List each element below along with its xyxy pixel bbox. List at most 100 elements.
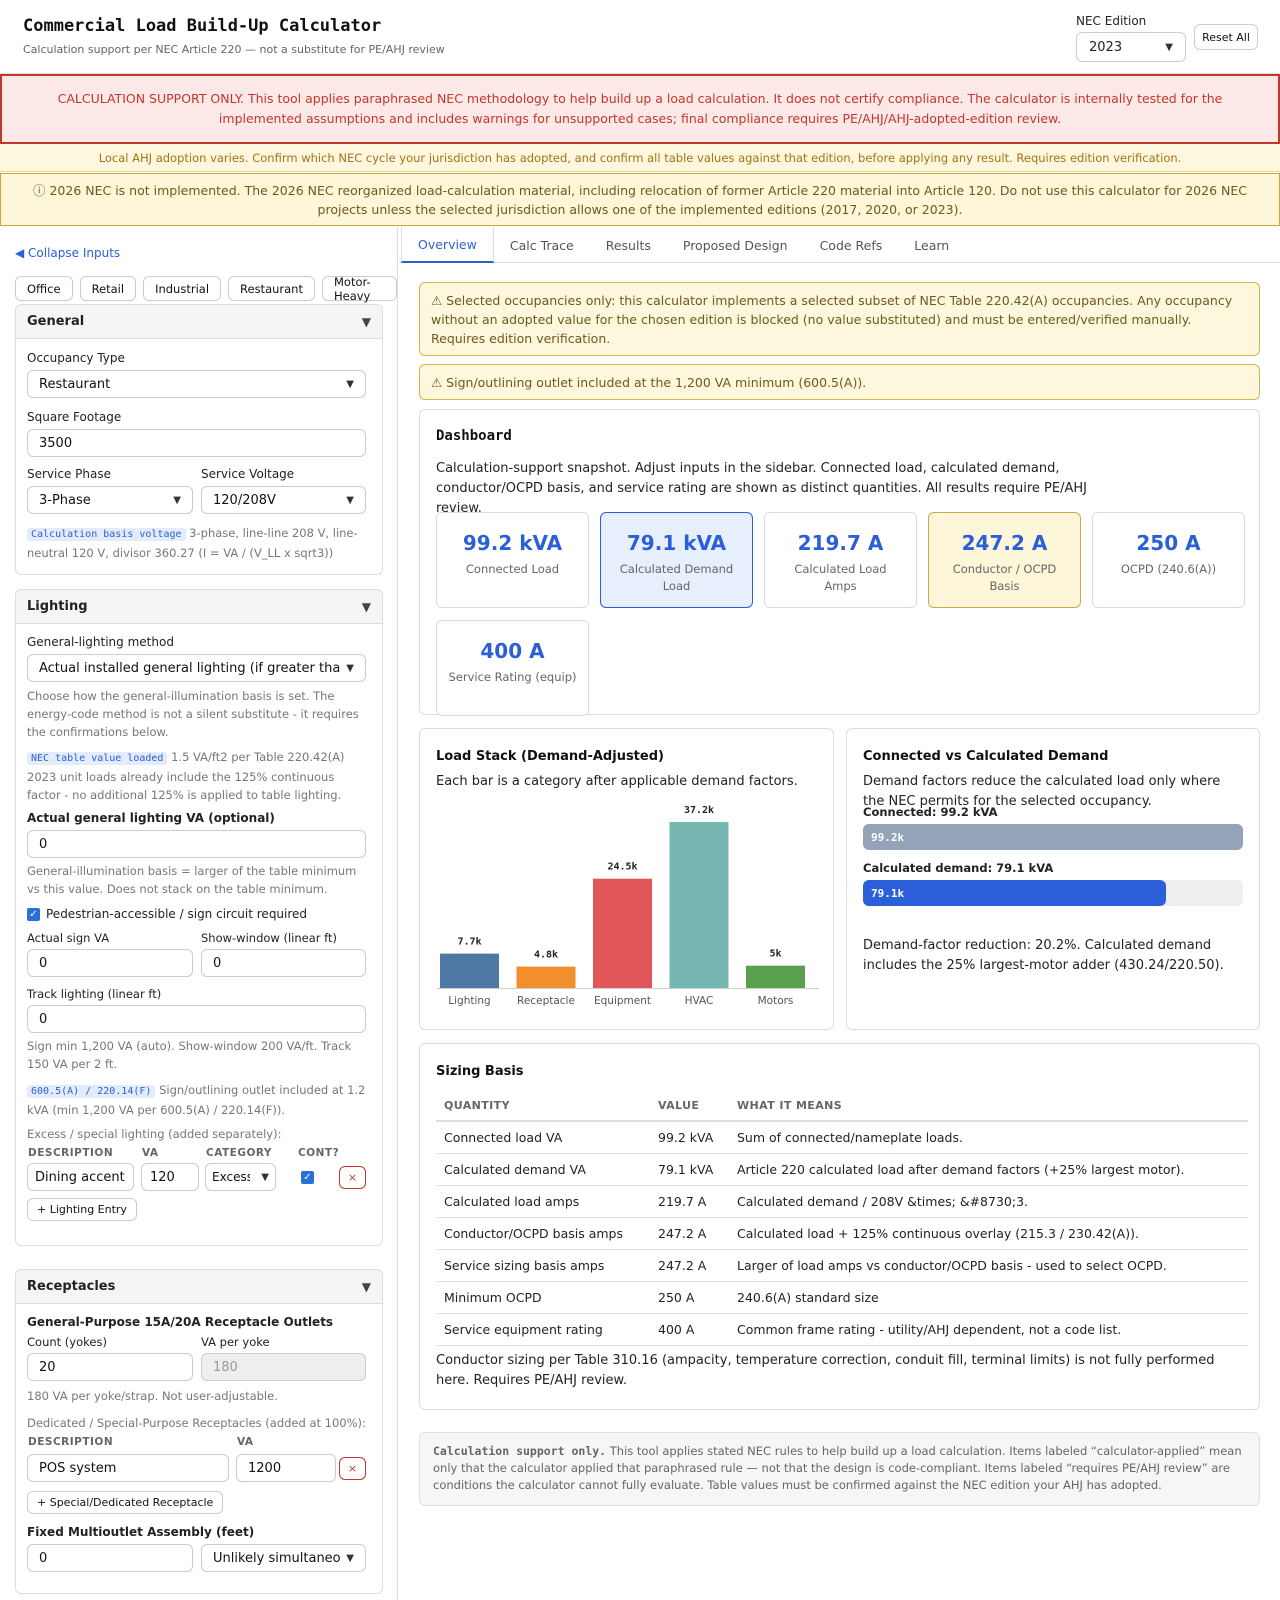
lighting-panel-header[interactable]: Lighting ▼ [16, 590, 382, 624]
meaning-cell: Sum of connected/nameplate loads. [729, 1121, 1248, 1154]
checkmark-icon[interactable]: ✓ [301, 1171, 314, 1184]
excess-description-input[interactable]: Dining accent [27, 1163, 134, 1191]
tab-calc-trace[interactable]: Calc Trace [509, 237, 574, 253]
footer-disclaimer-text: This tool applies stated NEC rules to he… [433, 1444, 1242, 1492]
preset-industrial-button[interactable]: Industrial [143, 276, 222, 301]
meaning-cell: Calculated load + 125% continuous overla… [729, 1217, 1248, 1250]
metric-caption: Calculated Load Amps [794, 562, 887, 593]
dedicated-va-value: 1200 [248, 1460, 282, 1476]
quantity-cell: Calculated demand VA [436, 1153, 650, 1186]
lighting-panel: Lighting ▼ General-lighting method Actua… [15, 589, 383, 1246]
service-phase-select[interactable]: 3-Phase ▼ [27, 486, 193, 514]
occupancy-type-select[interactable]: Restaurant ▼ [27, 370, 366, 398]
multioutlet-usage-select[interactable]: Unlikely simultaneo ▼ [201, 1544, 366, 1572]
tab-overview[interactable]: Overview [401, 227, 494, 263]
lighting-method-select[interactable]: Actual installed general lighting (if gr… [27, 654, 366, 682]
load-stack-chart: 7.7k Lighting 4.8k Receptacle 24.5k Equipment… [437, 805, 819, 1007]
multioutlet-feet-input[interactable]: 0 [27, 1544, 193, 1572]
count-yokes-input[interactable]: 20 [27, 1353, 193, 1381]
sign-va-input[interactable]: 0 [27, 949, 193, 977]
square-footage-value: 3500 [39, 435, 73, 451]
tab-results[interactable]: Results [605, 237, 651, 253]
footer-disclaimer-bold: Calculation support only. [433, 1444, 607, 1458]
meaning-cell: Common frame rating - utility/AHJ depend… [729, 1313, 1248, 1346]
actual-lighting-input[interactable]: 0 [27, 830, 366, 858]
sign-circuit-checkbox-row[interactable]: ✓ Pedestrian-accessible / sign circuit r… [27, 907, 307, 921]
dedicated-va-input[interactable]: 1200 [236, 1454, 336, 1482]
square-footage-input[interactable]: 3500 [27, 429, 366, 457]
bar-lighting [440, 953, 499, 988]
metric-ocpd: 250 A OCPD (240.6(A)) [1092, 512, 1245, 608]
excess-category-value: Excess [212, 1170, 250, 1184]
delete-lighting-entry-button[interactable]: × [339, 1166, 366, 1189]
service-voltage-select[interactable]: 120/208V ▼ [201, 486, 366, 514]
show-window-input[interactable]: 0 [201, 949, 366, 977]
chevron-down-icon: ▼ [346, 1552, 354, 1564]
bar-label: Connected: 99.2 kVA [863, 805, 998, 819]
tab-learn[interactable]: Learn [914, 237, 950, 253]
metric-connected-load: 99.2 kVA Connected Load [436, 512, 589, 608]
collapse-triangle-icon[interactable]: ▼ [361, 599, 371, 614]
excess-va-value: 120 [150, 1169, 175, 1185]
preset-office-button[interactable]: Office [15, 276, 73, 301]
collapse-triangle-icon[interactable]: ▼ [361, 314, 371, 329]
va-per-yoke-value: 180 [213, 1359, 238, 1375]
collapse-triangle-icon[interactable]: ▼ [361, 1279, 371, 1294]
add-dedicated-receptacle-button[interactable]: + Special/Dedicated Receptacle [27, 1491, 224, 1514]
metric-value: 79.1 kVA [626, 531, 727, 555]
continuous-checkbox[interactable]: ✓ [301, 1171, 314, 1184]
sizing-basis-title: Sizing Basis [436, 1064, 524, 1079]
app-subtitle: Calculation support per NEC Article 220 … [23, 43, 445, 56]
lighting-method-value: Actual installed general lighting (if gr… [39, 660, 341, 676]
general-panel-header[interactable]: General ▼ [16, 305, 382, 339]
bar-receptacle [516, 966, 576, 988]
excess-va-input[interactable]: 120 [141, 1163, 199, 1191]
delete-dedicated-entry-button[interactable]: × [339, 1457, 366, 1480]
excess-category-select[interactable]: Excess ▼ [205, 1163, 276, 1191]
meaning-cell: Calculated demand / 208V &times; &#8730;… [729, 1185, 1248, 1218]
dedicated-description-value: POS system [39, 1460, 117, 1476]
add-lighting-entry-button[interactable]: + Lighting Entry [27, 1198, 137, 1221]
sign-va-label: Actual sign VA [27, 931, 110, 945]
metric-conductor-ocpd-basis: 247.2 A Conductor / OCPD Basis [928, 512, 1081, 608]
calculated-demand-bar: 79.1k [863, 880, 1166, 906]
checkmark-icon[interactable]: ✓ [27, 907, 40, 921]
dedicated-description-input[interactable]: POS system [27, 1454, 229, 1482]
bar-value-label: 4.8k [534, 950, 558, 961]
nec-edition-select[interactable]: 2023 ▼ [1076, 32, 1186, 62]
nec-edition-value: 2023 [1089, 39, 1123, 55]
chevron-down-icon: ▼ [173, 494, 181, 506]
table-row: Service equipment rating 400 A Common fram… [436, 1313, 1248, 1346]
preset-retail-button[interactable]: Retail [79, 276, 137, 301]
meaning-cell: 240.6(A) standard size [729, 1281, 1248, 1314]
metric-value: 250 A [1136, 531, 1201, 555]
va-per-yoke-input: 180 [201, 1353, 366, 1381]
receptacles-panel-header[interactable]: Receptacles ▼ [16, 1270, 382, 1304]
tab-proposed-design[interactable]: Proposed Design [682, 237, 788, 253]
app-header: Commercial Load Build-Up Calculator Calc… [0, 0, 1280, 74]
lighting-method-hint: Choose how the general-illumination basi… [27, 689, 359, 739]
show-window-value: 0 [213, 955, 222, 971]
sign-outlet-tag: 600.5(A) / 220.14(F) [27, 1085, 156, 1098]
table-value-note: NEC table value loaded 1.5 VA/ft2 per Ta… [27, 748, 367, 804]
metric-calculated-demand: 79.1 kVA Calculated Demand Load [600, 512, 753, 608]
metric-service-rating: 400 A Service Rating (equip) [436, 620, 589, 716]
quantity-cell: Service sizing basis amps [436, 1249, 650, 1282]
category-label: Lighting [448, 995, 490, 1007]
table-row: Connected load VA 99.2 kVA Sum of connecte… [436, 1121, 1248, 1154]
count-yokes-label: Count (yokes) [27, 1335, 107, 1349]
reset-all-button[interactable]: Reset All [1194, 24, 1258, 50]
metric-caption: Conductor / OCPD Basis [952, 562, 1057, 593]
bar-value-label: 37.2k [684, 805, 714, 816]
preset-restaurant-button[interactable]: Restaurant [228, 276, 315, 301]
preset-motor-heavy-button[interactable]: Motor-Heavy [321, 275, 397, 303]
va-per-yoke-label: VA per yoke [201, 1335, 270, 1349]
dashboard-title: Dashboard [436, 428, 512, 444]
meaning-cell: Larger of load amps vs conductor/OCPD ba… [729, 1249, 1248, 1282]
tab-code-refs[interactable]: Code Refs [819, 237, 883, 253]
calculation-basis-text: 3-phase, line-line 208 V, line-neutral 1… [27, 526, 358, 560]
calculation-basis-tag: Calculation basis voltage [27, 528, 186, 541]
track-lighting-input[interactable]: 0 [27, 1005, 366, 1033]
col-va-header: VA [237, 1436, 254, 1448]
collapse-inputs-link[interactable]: ◀ Collapse Inputs [15, 246, 121, 260]
